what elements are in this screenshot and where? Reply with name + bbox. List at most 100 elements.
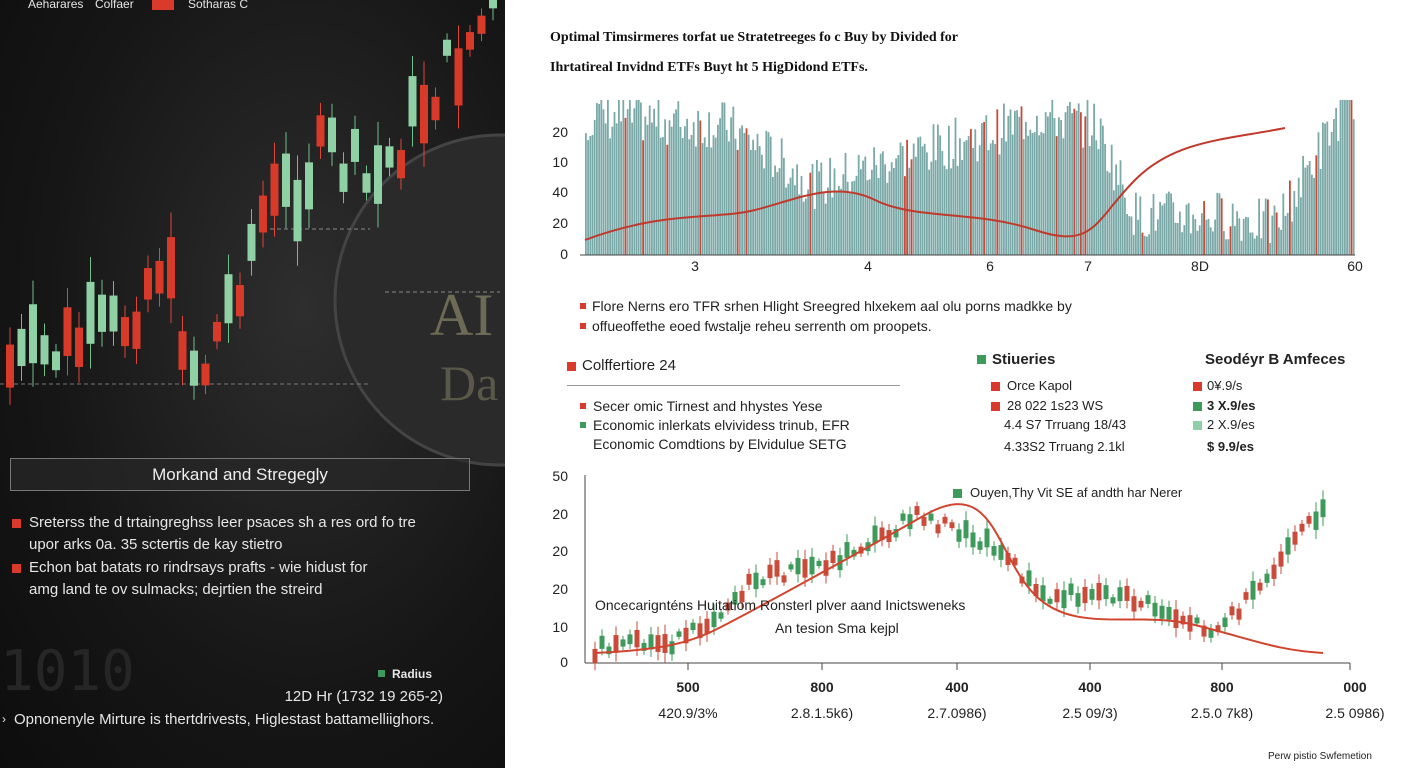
candle: [1145, 595, 1151, 604]
bar: [932, 124, 935, 255]
candle: [29, 304, 37, 364]
bar: [644, 116, 647, 255]
bar: [1231, 203, 1234, 255]
candle: [385, 146, 394, 168]
candle: [592, 648, 598, 664]
x-sublabel: 2.5 09/3): [1062, 705, 1118, 721]
bar: [635, 100, 638, 255]
bar: [860, 169, 862, 255]
candle: [1292, 531, 1298, 545]
candle: [63, 307, 72, 356]
bar: [992, 140, 994, 255]
candle: [774, 560, 780, 577]
bar: [899, 142, 902, 255]
bar: [1183, 225, 1186, 255]
bar: [662, 137, 664, 255]
bar: [1161, 205, 1164, 255]
bullet: [580, 403, 586, 409]
candle: [1089, 589, 1095, 600]
bar: [739, 128, 741, 255]
bar: [618, 100, 620, 255]
bar: [1066, 105, 1069, 255]
radius-value: 12D Hr (1732 19 265-2): [284, 688, 443, 705]
candle: [802, 559, 808, 578]
bar: [866, 180, 869, 255]
bar: [747, 134, 750, 255]
bar: [1115, 164, 1117, 255]
x-sublabel: 2.8.1.5k6): [790, 705, 854, 721]
bar: [1185, 204, 1188, 255]
bar: [615, 123, 618, 255]
candle: [830, 550, 836, 563]
bar: [930, 161, 933, 255]
bar: [831, 197, 834, 255]
bar: [1284, 215, 1287, 255]
candle: [420, 84, 428, 144]
candle: [1075, 593, 1081, 607]
bar: [600, 100, 603, 255]
candle: [872, 525, 878, 544]
candle: [1131, 596, 1137, 612]
candle: [1306, 516, 1312, 524]
bar: [1051, 100, 1054, 255]
bar: [1313, 177, 1315, 255]
bar: [1029, 129, 1032, 255]
bar: [1117, 184, 1120, 255]
candle: [914, 506, 920, 515]
candle: [52, 351, 60, 371]
candle: [963, 520, 969, 539]
bar: [1308, 160, 1311, 255]
bar: [725, 129, 728, 255]
bar: [945, 169, 948, 255]
bar: [673, 113, 675, 255]
candle: [655, 635, 661, 652]
bar: [679, 126, 682, 255]
bar: [750, 149, 752, 255]
candle: [1047, 598, 1053, 604]
bar: [1042, 133, 1045, 255]
bar: [1084, 116, 1087, 255]
candle: [921, 516, 927, 526]
table-header: Stiueries: [992, 351, 1056, 368]
bar: [800, 176, 803, 255]
bar: [1251, 232, 1254, 255]
candle: [662, 634, 668, 653]
bar: [609, 138, 611, 255]
x-label: 4: [864, 258, 872, 274]
bar: [772, 177, 774, 255]
bar: [1170, 193, 1172, 255]
candle: [1005, 552, 1011, 566]
bar: [818, 171, 820, 255]
x-label: 500: [676, 679, 700, 695]
bar: [637, 100, 640, 255]
footer: Perw pistio Swfemetion: [1268, 751, 1372, 762]
bar: [1150, 207, 1153, 255]
bar: [824, 203, 827, 255]
bar: [1348, 100, 1351, 255]
x-label: 400: [945, 679, 969, 695]
bar: [776, 172, 779, 255]
bar: [1227, 239, 1230, 255]
bar: [708, 112, 710, 255]
bullet: [580, 422, 586, 428]
candle: [760, 579, 766, 586]
bar: [666, 144, 669, 255]
bar: [778, 168, 781, 255]
candle: [98, 294, 106, 332]
bar: [690, 135, 693, 255]
candle: [900, 513, 906, 521]
bar: [697, 110, 699, 255]
bar: [789, 177, 792, 255]
candle: [1201, 625, 1207, 637]
candle: [697, 623, 703, 639]
candle: [907, 514, 913, 530]
bar: [1346, 100, 1348, 256]
candle: [942, 516, 948, 524]
candle: [606, 646, 612, 655]
bar: [1159, 201, 1161, 255]
candle: [1012, 557, 1018, 566]
bar: [1192, 214, 1194, 255]
y-label: 20: [552, 506, 568, 522]
candle: [1159, 605, 1165, 619]
bar: [1036, 115, 1038, 255]
